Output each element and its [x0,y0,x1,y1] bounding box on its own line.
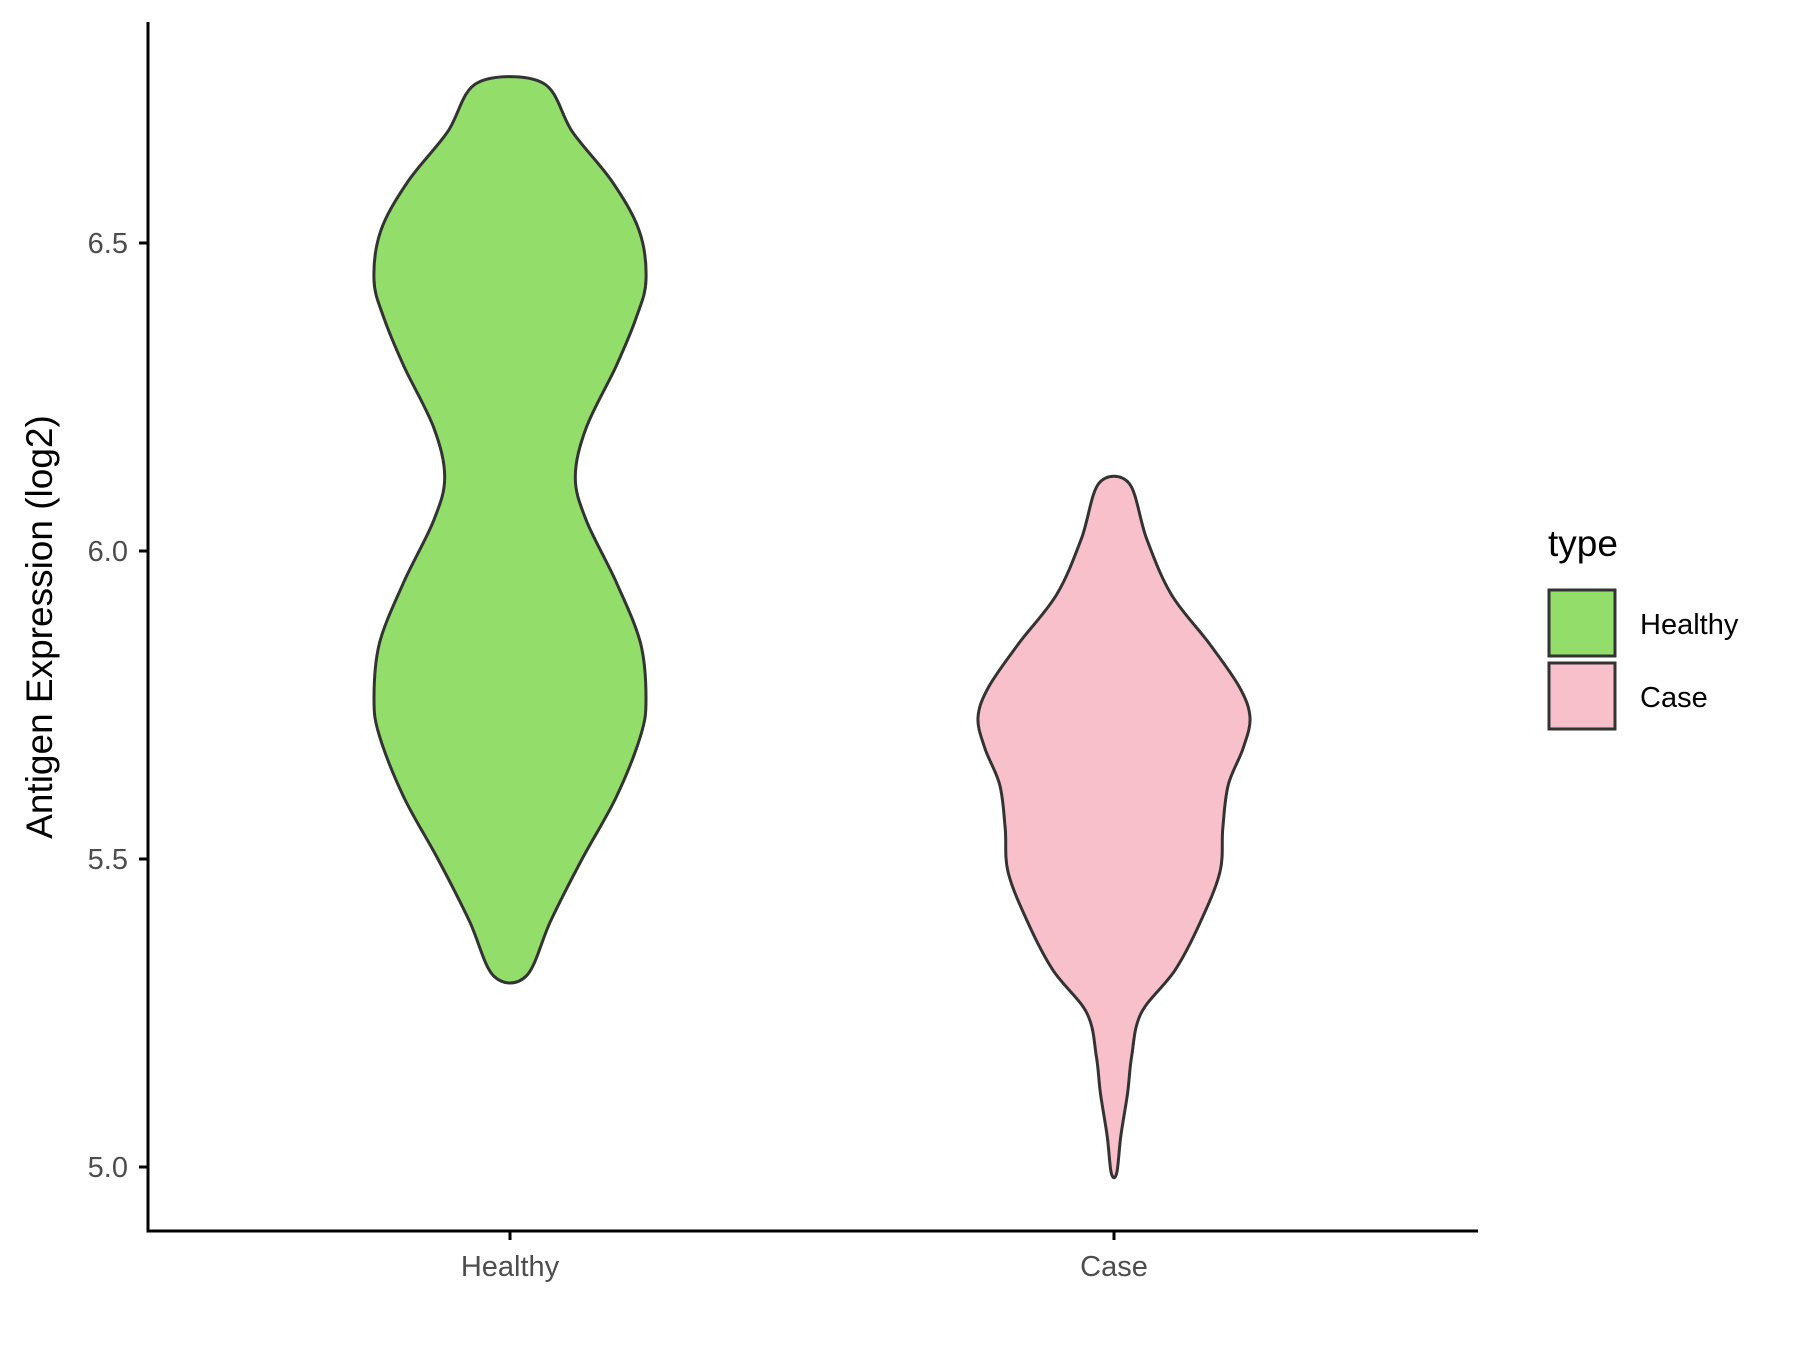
y-axis-title: Antigen Expression (log2) [19,415,60,839]
legend-title: type [1548,523,1618,564]
y-tick-label: 6.0 [88,536,128,568]
x-tick-label: Case [1080,1251,1148,1283]
x-ticks: Healthy Case [461,1231,1148,1283]
legend: type Healthy Case [1547,523,1739,731]
violin-healthy [372,75,648,985]
y-tick-label: 6.5 [88,228,128,260]
violin-case [976,474,1252,1180]
legend-swatch-healthy [1547,588,1617,658]
legend-label-case: Case [1640,682,1708,714]
y-tick-label: 5.5 [88,844,128,876]
y-tick-label: 5.0 [88,1152,128,1184]
legend-swatch-case [1547,661,1617,731]
y-ticks: 5.0 5.5 6.0 6.5 [88,228,148,1184]
violin-group [372,75,1252,1180]
x-tick-label: Healthy [461,1251,560,1283]
legend-label-healthy: Healthy [1640,609,1739,641]
axes [146,22,1478,1233]
